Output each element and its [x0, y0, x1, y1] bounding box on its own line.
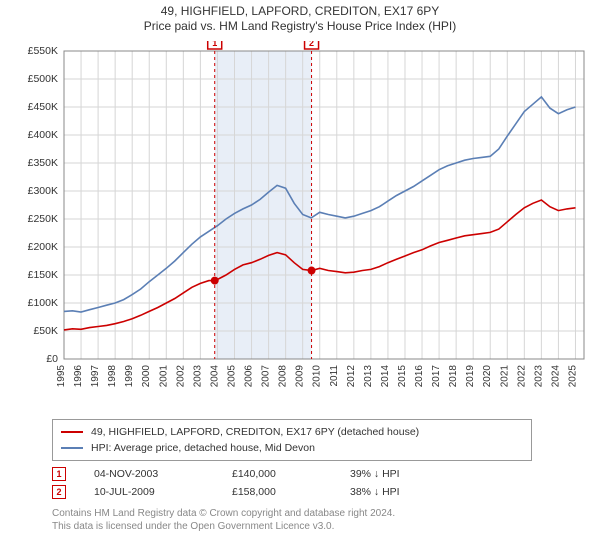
- svg-text:2016: 2016: [414, 365, 425, 388]
- svg-text:1995: 1995: [56, 365, 67, 388]
- svg-text:1999: 1999: [124, 365, 135, 388]
- svg-text:1996: 1996: [73, 365, 84, 388]
- svg-text:1: 1: [212, 41, 217, 48]
- svg-text:2002: 2002: [175, 365, 186, 388]
- svg-text:2022: 2022: [516, 365, 527, 388]
- svg-text:2012: 2012: [346, 365, 357, 388]
- svg-text:£500K: £500K: [28, 73, 58, 85]
- transaction-date: 10-JUL-2009: [94, 483, 204, 501]
- price-chart: £0 £50K £100K £150K £200K £250K £300K £350K £400…: [10, 41, 590, 411]
- legend-item: 49, HIGHFIELD, LAPFORD, CREDITON, EX17 6…: [61, 424, 523, 440]
- transaction-row: 2 10-JUL-2009 £158,000 38% ↓ HPI: [52, 483, 580, 501]
- transaction-row: 1 04-NOV-2003 £140,000 39% ↓ HPI: [52, 465, 580, 483]
- svg-text:2005: 2005: [226, 365, 237, 388]
- legend-swatch: [61, 447, 83, 449]
- svg-text:2020: 2020: [482, 365, 493, 388]
- page-title: 49, HIGHFIELD, LAPFORD, CREDITON, EX17 6…: [8, 4, 592, 18]
- svg-text:£300K: £300K: [28, 185, 58, 197]
- svg-text:2025: 2025: [567, 365, 578, 388]
- svg-text:2013: 2013: [363, 365, 374, 388]
- svg-text:2009: 2009: [295, 365, 306, 388]
- sale-point: [308, 267, 316, 275]
- svg-text:£150K: £150K: [28, 269, 58, 281]
- transaction-price: £140,000: [232, 465, 322, 483]
- footnote: Contains HM Land Registry data © Crown c…: [52, 507, 580, 533]
- svg-text:2019: 2019: [465, 365, 476, 388]
- svg-text:£50K: £50K: [33, 325, 58, 337]
- svg-text:1998: 1998: [107, 365, 118, 388]
- transaction-price: £158,000: [232, 483, 322, 501]
- svg-text:£350K: £350K: [28, 157, 58, 169]
- svg-text:2018: 2018: [448, 365, 459, 388]
- svg-text:2007: 2007: [261, 365, 272, 388]
- svg-text:2015: 2015: [397, 365, 408, 388]
- transaction-marker: 1: [52, 467, 66, 481]
- svg-text:£100K: £100K: [28, 297, 58, 309]
- transaction-date: 04-NOV-2003: [94, 465, 204, 483]
- svg-text:2: 2: [309, 41, 314, 48]
- transactions-table: 1 04-NOV-2003 £140,000 39% ↓ HPI 2 10-JUL-200…: [52, 465, 580, 501]
- svg-text:2023: 2023: [533, 365, 544, 388]
- svg-text:£450K: £450K: [28, 101, 58, 113]
- svg-text:£200K: £200K: [28, 241, 58, 253]
- footnote-line: This data is licensed under the Open Gov…: [52, 520, 580, 533]
- transaction-marker: 2: [52, 485, 66, 499]
- svg-text:2010: 2010: [312, 365, 323, 388]
- svg-text:2006: 2006: [244, 365, 255, 388]
- transaction-diff: 38% ↓ HPI: [350, 483, 450, 501]
- footnote-line: Contains HM Land Registry data © Crown c…: [52, 507, 580, 520]
- transaction-diff: 39% ↓ HPI: [350, 465, 450, 483]
- svg-text:2000: 2000: [141, 365, 152, 388]
- svg-text:2011: 2011: [329, 365, 340, 387]
- svg-text:£250K: £250K: [28, 213, 58, 225]
- svg-text:2021: 2021: [499, 365, 510, 388]
- svg-text:1997: 1997: [90, 365, 101, 388]
- page-subtitle: Price paid vs. HM Land Registry's House …: [8, 19, 592, 33]
- svg-text:2001: 2001: [158, 365, 169, 388]
- svg-text:2014: 2014: [380, 365, 391, 388]
- legend-swatch: [61, 431, 83, 433]
- legend-label: 49, HIGHFIELD, LAPFORD, CREDITON, EX17 6…: [91, 424, 419, 440]
- svg-text:2017: 2017: [431, 365, 442, 388]
- legend-label: HPI: Average price, detached house, Mid …: [91, 440, 315, 456]
- legend-item: HPI: Average price, detached house, Mid …: [61, 440, 523, 456]
- legend: 49, HIGHFIELD, LAPFORD, CREDITON, EX17 6…: [52, 419, 532, 461]
- sale-point: [211, 277, 219, 285]
- svg-text:2003: 2003: [192, 365, 203, 388]
- svg-text:£0: £0: [46, 353, 58, 365]
- svg-text:2008: 2008: [278, 365, 289, 388]
- svg-text:£550K: £550K: [28, 45, 58, 57]
- svg-text:2004: 2004: [209, 365, 220, 388]
- svg-text:£400K: £400K: [28, 129, 58, 141]
- svg-text:2024: 2024: [550, 365, 561, 388]
